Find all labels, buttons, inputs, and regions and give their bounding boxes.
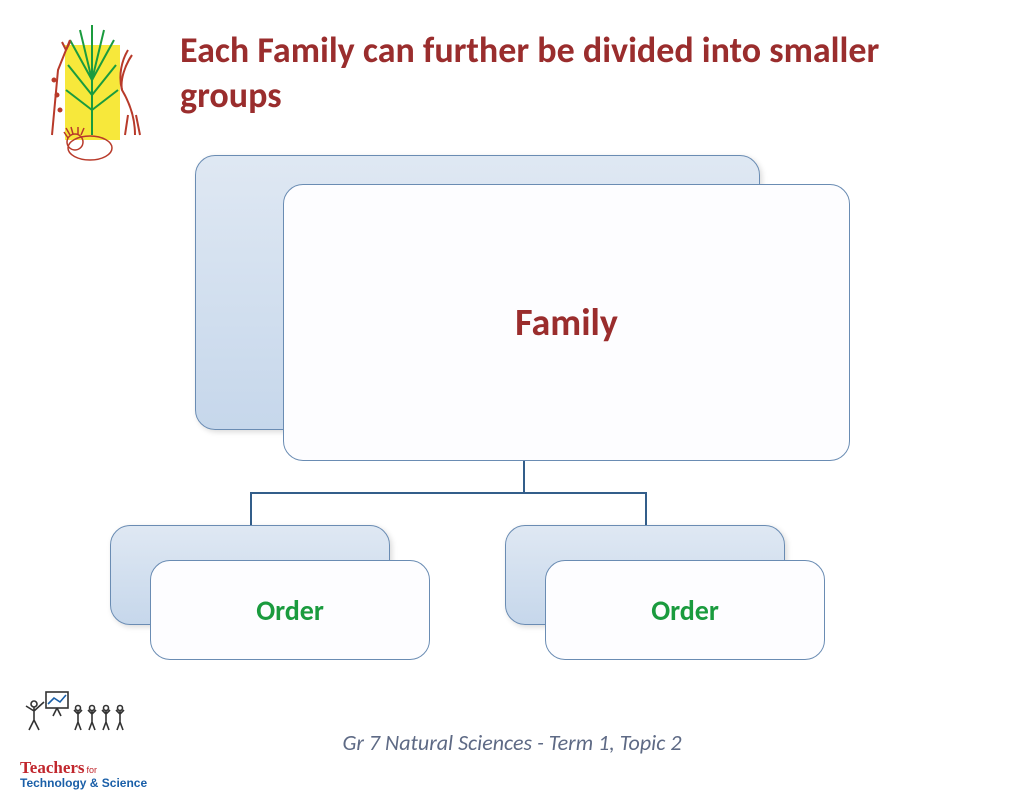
family-box: Family	[283, 184, 850, 461]
order-label: Order	[256, 593, 324, 628]
connector-line	[250, 492, 252, 525]
teachers-logo-line1-sub: for	[87, 765, 98, 775]
order-box: Order	[545, 560, 825, 660]
slide-title: Each Family can further be divided into …	[180, 28, 940, 118]
order-label: Order	[651, 593, 719, 628]
family-label: Family	[515, 300, 618, 346]
connector-line	[523, 461, 525, 493]
teachers-logo-line2: Technology & Science	[20, 776, 150, 790]
slide-footer: Gr 7 Natural Sciences - Term 1, Topic 2	[0, 729, 1024, 756]
wildlife-logo-icon	[40, 20, 150, 170]
order-box: Order	[150, 560, 430, 660]
connector-line	[645, 492, 647, 525]
connector-line	[250, 492, 645, 494]
